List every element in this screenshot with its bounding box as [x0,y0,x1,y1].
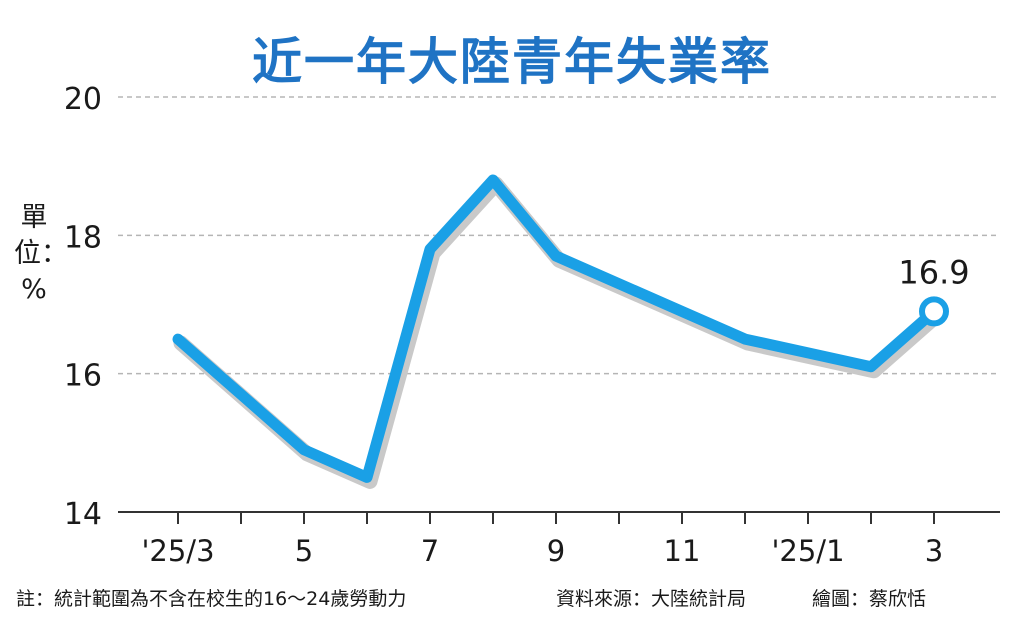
data-point-1 [239,392,243,397]
x-tick-labels: '25/3 5 7 9 11 '25/1 3 [141,534,943,568]
x-tick-label-10: '25/1 [771,534,844,568]
illustrator-credit: 繪圖：蔡欣恬 [812,588,927,610]
data-point-11 [869,364,873,369]
x-tick-label-8: 11 [664,534,701,568]
data-point-0 [176,337,180,342]
y-tick-label-14: 14 [64,497,102,532]
data-point-2 [302,447,306,452]
annotations: 16.9 [898,253,970,327]
data-point-4 [428,247,432,252]
y-tick-label-16: 16 [64,359,102,394]
data-point-10 [806,350,810,355]
highlight-marker [919,296,949,327]
chart-title: 近一年大陸青年失業率 [252,33,772,91]
data-point-3 [365,475,369,480]
data-point-5 [491,178,495,182]
x-tick-label-6: 9 [547,534,565,568]
y-tick-labels: 14 16 18 20 [64,82,102,532]
footnote: 註：統計範圍為不含在校生的16～24歲勞動力 [16,588,407,610]
x-tick-label-0: '25/3 [141,534,214,568]
grid-lines [118,96,1000,375]
data-label: 16.9 [898,253,969,291]
footer: 註：統計範圍為不含在校生的16～24歲勞動力 資料來源：大陸統計局 繪圖：蔡欣恬 [0,584,1024,614]
x-tick-label-4: 7 [421,534,439,568]
data-point-9 [743,337,747,342]
x-tick-label-2: 5 [295,534,313,568]
x-axis [118,511,1000,524]
y-tick-label-20: 20 [64,82,102,117]
data-point-7 [617,281,621,286]
x-tick-label-12: 3 [925,534,943,568]
source-credit: 資料來源：大陸統計局 [556,588,747,610]
data-point-8 [680,309,684,314]
series-line [172,174,940,483]
series-line [172,174,945,489]
data-point-6 [554,254,558,259]
y-tick-label-18: 18 [64,220,102,255]
